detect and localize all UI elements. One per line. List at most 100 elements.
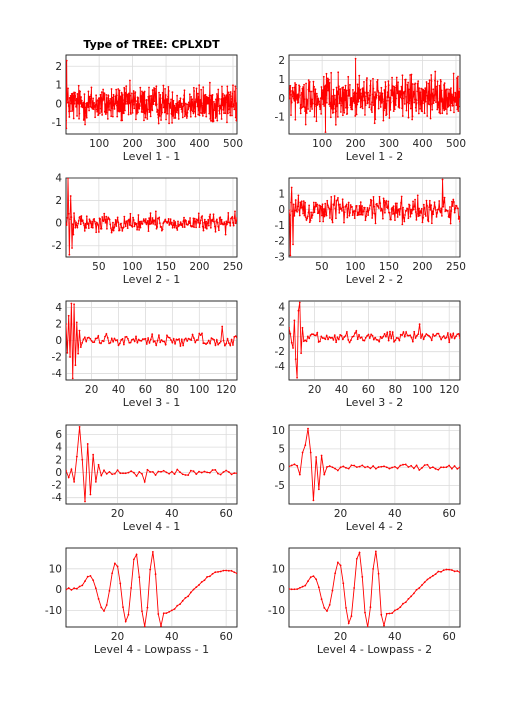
data-point: [201, 106, 204, 109]
data-point: [394, 86, 396, 89]
data-point: [396, 467, 399, 470]
data-point: [176, 94, 179, 97]
y-tick-label: -2: [275, 236, 285, 248]
data-point: [315, 92, 318, 95]
data-point: [176, 109, 179, 112]
data-point: [75, 321, 78, 324]
data-point: [431, 466, 434, 469]
data-point: [375, 94, 378, 97]
data-point: [81, 584, 84, 587]
data-point: [167, 90, 170, 92]
data-point: [107, 105, 110, 108]
data-point: [371, 101, 374, 104]
data-point: [408, 102, 411, 105]
data-point: [175, 111, 178, 114]
data-point: [200, 88, 203, 91]
data-point: [372, 567, 375, 570]
data-point: [372, 338, 375, 341]
data-point: [412, 592, 415, 595]
data-point: [419, 91, 422, 94]
data-point: [370, 199, 373, 202]
data-point: [361, 107, 364, 110]
data-point: [222, 97, 225, 100]
data-point: [383, 624, 385, 627]
data-point: [133, 225, 136, 228]
data-point: [311, 108, 313, 110]
data-point: [157, 113, 159, 116]
data-point: [307, 211, 310, 214]
data-point: [374, 550, 377, 553]
data-point: [339, 333, 342, 336]
data-point: [105, 332, 108, 335]
data-point: [388, 117, 391, 119]
data-point: [420, 211, 423, 214]
data-point: [129, 79, 131, 82]
data-point: [210, 119, 212, 122]
data-point: [110, 88, 113, 90]
x-axis-label: Level 4 - 2: [346, 520, 404, 533]
data-point: [166, 102, 169, 105]
data-point: [81, 458, 84, 461]
data-point: [434, 467, 437, 470]
data-point: [80, 99, 83, 102]
data-point: [160, 119, 162, 121]
data-point: [195, 101, 198, 103]
data-point: [399, 90, 402, 93]
data-point: [361, 464, 364, 467]
data-point: [345, 89, 348, 92]
data-point: [78, 112, 81, 115]
data-point: [327, 206, 330, 209]
data-point: [330, 103, 333, 106]
data-point: [102, 88, 105, 91]
data-point: [105, 215, 108, 218]
data-point: [123, 215, 126, 218]
data-point: [448, 568, 451, 571]
data-point: [211, 469, 214, 471]
data-point: [363, 80, 365, 83]
data-point: [345, 466, 347, 469]
data-point: [115, 104, 118, 107]
data-point: [297, 194, 300, 197]
data-point: [134, 91, 137, 93]
data-point: [392, 110, 395, 113]
data-point: [84, 580, 86, 583]
data-point: [211, 94, 214, 96]
data-point: [226, 96, 229, 98]
data-point: [162, 469, 165, 472]
data-point: [323, 473, 326, 476]
x-axis-label: Level 3 - 1: [123, 396, 181, 409]
data-point: [89, 337, 92, 340]
data-point: [218, 112, 221, 115]
data-point: [290, 186, 293, 189]
data-point: [216, 221, 219, 224]
data-point: [391, 85, 394, 87]
data-point: [199, 219, 202, 222]
data-point: [176, 101, 179, 104]
x-tick-label: 200: [412, 261, 432, 273]
data-point: [440, 80, 442, 83]
data-point: [360, 99, 363, 101]
data-point: [323, 99, 326, 101]
series-markers: [289, 427, 460, 502]
data-point: [441, 112, 444, 115]
data-point: [225, 96, 227, 98]
data-point: [201, 115, 204, 117]
data-point: [171, 112, 174, 115]
data-point: [100, 227, 103, 230]
data-point: [186, 115, 189, 118]
data-point: [321, 91, 324, 94]
series-markers: [289, 178, 460, 257]
data-point: [224, 233, 227, 236]
data-point: [121, 94, 124, 96]
data-point: [365, 210, 368, 213]
data-point: [116, 220, 118, 223]
data-point: [334, 123, 337, 126]
data-point: [337, 338, 340, 341]
data-point: [395, 97, 397, 100]
data-point: [353, 464, 356, 467]
data-point: [221, 85, 223, 88]
data-point: [381, 92, 384, 95]
data-point: [113, 562, 116, 565]
data-point: [215, 98, 217, 101]
data-point: [366, 334, 368, 337]
